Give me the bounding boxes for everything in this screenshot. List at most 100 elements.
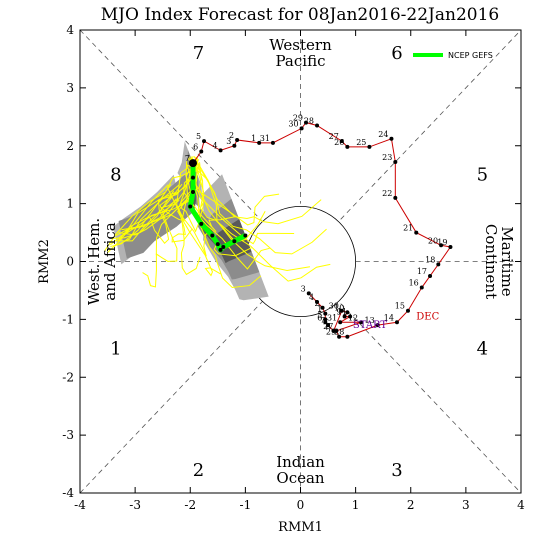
- ensemble-mean: [187, 159, 248, 253]
- observed-point: [345, 310, 350, 315]
- unit-circle: [244, 205, 357, 318]
- observed-day-label: 7: [320, 316, 325, 325]
- y-tick-label: -1: [62, 312, 74, 326]
- x-tick-label: -4: [74, 498, 86, 512]
- x-tick-label: 1: [352, 498, 360, 512]
- ensemble-member-line: [112, 184, 180, 248]
- observed-day-label: 8: [325, 322, 330, 331]
- ensemble-mean-point: [191, 175, 196, 180]
- observed-point: [339, 308, 344, 313]
- observed-day-label: 19: [437, 238, 447, 247]
- observed-day-label: 14: [384, 313, 394, 322]
- observed-day-label: 27: [329, 132, 339, 141]
- ensemble-member-line: [142, 156, 194, 288]
- ensemble-mean-point: [243, 233, 248, 238]
- observed-day-label: 25: [356, 138, 366, 147]
- ensemble-member-line: [195, 156, 270, 270]
- ensemble-member-line: [193, 155, 331, 282]
- ensemble-member-line: [186, 164, 322, 225]
- observed-day-label: 28: [304, 116, 314, 125]
- observed-point: [257, 140, 262, 145]
- observed-day-label: 21: [403, 224, 413, 233]
- observed-point: [315, 300, 320, 305]
- observed-day-label: 22: [382, 189, 392, 198]
- observed-point: [338, 320, 343, 325]
- ensemble-member-line: [155, 165, 200, 262]
- ensemble-member-line: [118, 190, 186, 236]
- region-label-line: Continent: [482, 224, 500, 299]
- ensemble-mean-point: [232, 239, 237, 244]
- observed-annotation: START: [353, 320, 388, 331]
- observed-point: [304, 120, 309, 125]
- observed-day-label: 1: [317, 305, 322, 314]
- observed-day-label: 11: [337, 307, 347, 316]
- legend-label: NCEP GEFS: [448, 51, 493, 60]
- observed-point: [235, 137, 240, 142]
- observed-day-label: 20: [428, 236, 438, 245]
- observed-point: [315, 123, 320, 128]
- observed-day-label: 30: [288, 119, 298, 128]
- observed-day-label: 23: [382, 153, 392, 162]
- observed-day-label: 28: [334, 328, 344, 337]
- observed-day-label: 6: [193, 143, 198, 152]
- y-tick-label: -2: [62, 370, 74, 384]
- x-tick-label: 2: [407, 498, 415, 512]
- x-tick-label: 3: [462, 498, 470, 512]
- observed-day-label: 29: [293, 114, 303, 123]
- ensemble-mean-point: [215, 242, 220, 247]
- phase-label: 1: [110, 338, 121, 359]
- phase-label: 3: [391, 460, 402, 481]
- observed-point: [389, 136, 394, 141]
- observed-point: [345, 144, 350, 149]
- observed-point: [334, 328, 339, 333]
- x-tick-label: 0: [297, 498, 305, 512]
- ensemble-member-line: [123, 199, 191, 236]
- observed-point: [414, 230, 419, 235]
- observed-point: [436, 262, 441, 267]
- x-axis-label: RMM1: [278, 520, 323, 535]
- observed-day-label: 24: [378, 130, 388, 139]
- legend: NCEP GEFS: [413, 51, 493, 60]
- y-tick-label: 4: [66, 23, 74, 37]
- phase-label: 5: [477, 165, 488, 186]
- observed-day-label: 26: [334, 138, 344, 147]
- observed-point: [218, 148, 223, 153]
- ensemble-mean-point: [221, 245, 226, 250]
- observed-day-label: 3: [226, 137, 231, 146]
- ensemble-members: [104, 155, 331, 289]
- observed-point: [199, 149, 204, 154]
- ensemble-member-line: [115, 183, 183, 242]
- observed-day-label: 9: [337, 307, 342, 316]
- observed-point: [428, 273, 433, 278]
- observed-day-label: 29: [326, 328, 336, 337]
- observed-day-label: 12: [348, 313, 358, 322]
- observed-point: [345, 334, 350, 339]
- x-tick-label: -3: [129, 498, 141, 512]
- observed-point: [375, 323, 380, 328]
- observed-day-label: 5: [196, 132, 201, 141]
- phase-label: 8: [110, 165, 121, 186]
- observed-point: [331, 328, 336, 333]
- ensemble-mean-point: [199, 221, 204, 226]
- y-tick-label: 1: [66, 197, 74, 211]
- observed-point: [367, 144, 372, 149]
- observed-day-label: 4: [309, 293, 314, 302]
- region-label-line: West. Hem.: [85, 218, 103, 305]
- observed-point: [202, 139, 207, 144]
- ensemble-member-line: [187, 158, 327, 255]
- chart-title: MJO Index Forecast for 08Jan2016-22Jan20…: [101, 5, 499, 25]
- observed-point: [342, 314, 347, 319]
- ensemble-member-line: [180, 161, 201, 276]
- y-tick-label: -3: [62, 428, 74, 442]
- ensemble-mean-point: [210, 233, 215, 238]
- region-label-line: Maritime: [498, 226, 516, 296]
- region-label-line: Western: [269, 36, 332, 54]
- observed-day-label: 2: [229, 131, 234, 140]
- observed-point: [393, 195, 398, 200]
- observed-point: [326, 323, 331, 328]
- observed-day-label: 27: [323, 322, 333, 331]
